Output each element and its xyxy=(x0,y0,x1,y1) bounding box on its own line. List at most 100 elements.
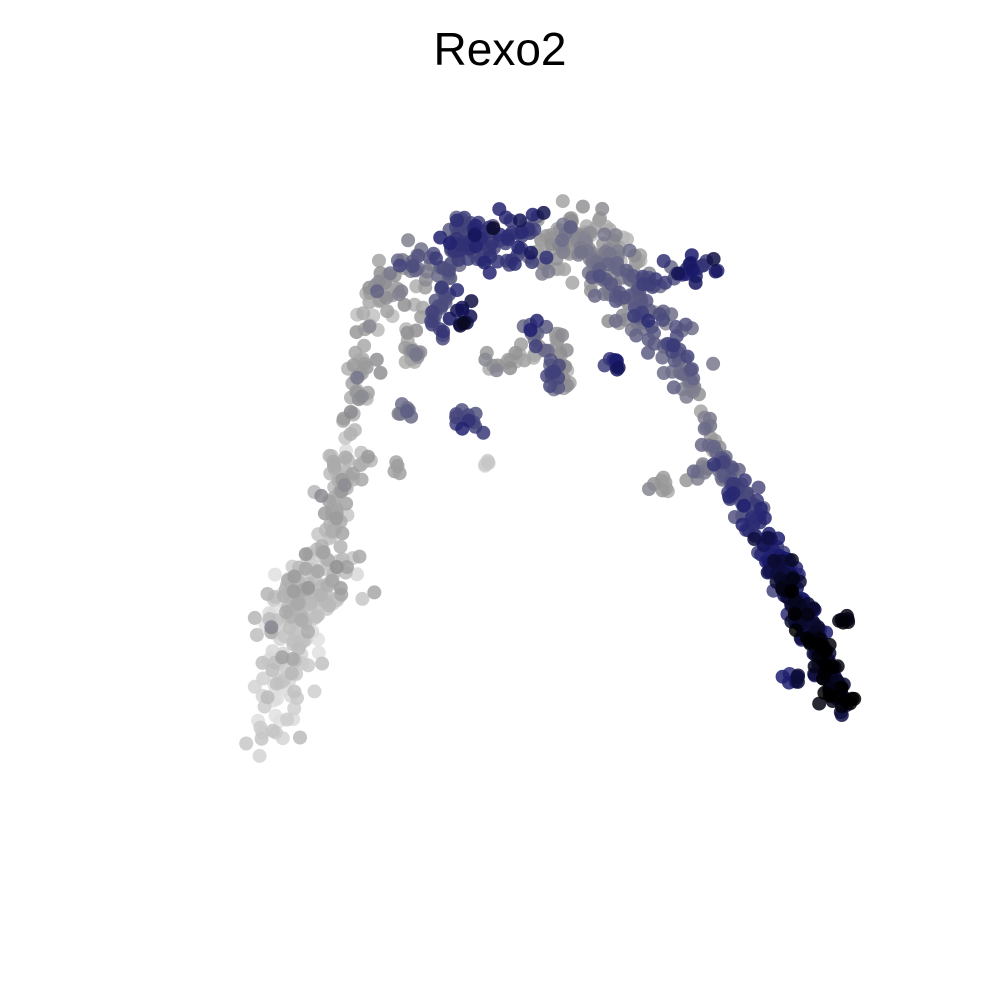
scatter-point xyxy=(390,458,405,473)
scatter-point xyxy=(684,362,699,377)
scatter-point xyxy=(611,360,626,375)
scatter-point xyxy=(268,567,282,582)
scatter-point xyxy=(333,539,348,554)
scatter-point xyxy=(788,623,803,638)
scatter-point xyxy=(575,199,590,214)
scatter-point xyxy=(563,220,578,235)
scatter-point xyxy=(369,352,384,367)
scatter-point xyxy=(476,425,491,440)
scatter-point xyxy=(394,284,409,299)
scatter-point xyxy=(345,466,360,481)
scatter-point xyxy=(293,730,307,745)
scatter-point xyxy=(627,309,642,323)
scatter-point xyxy=(399,404,414,419)
scatter-point xyxy=(761,530,776,545)
scatter-point xyxy=(284,666,299,681)
scatter-point xyxy=(501,232,515,247)
scatter-point xyxy=(559,343,574,358)
scatter-point xyxy=(380,304,395,319)
scatter-point xyxy=(372,253,386,268)
scatter-point xyxy=(401,233,416,248)
scatter-point xyxy=(486,221,501,236)
scatter-point xyxy=(425,304,440,319)
scatter-point xyxy=(784,584,799,598)
scatter-point xyxy=(315,656,330,671)
scatter-point xyxy=(343,405,358,419)
scatter-point xyxy=(436,324,451,339)
scatter-point xyxy=(255,655,270,670)
scatter-point xyxy=(350,567,364,582)
scatter-point xyxy=(450,303,465,318)
scatter-point xyxy=(333,581,348,595)
scatter-point xyxy=(622,243,637,258)
scatter-point xyxy=(666,338,681,353)
scatter-point xyxy=(757,511,772,525)
scatter-point xyxy=(697,421,712,436)
scatter-point xyxy=(812,696,827,711)
scatter-point xyxy=(751,480,766,495)
scatter-point xyxy=(352,549,367,564)
scatter-point xyxy=(592,269,607,283)
scatter-point xyxy=(287,701,302,716)
scatter-point xyxy=(555,328,570,343)
scatter-point xyxy=(239,736,254,751)
scatter-point xyxy=(354,389,369,404)
scatter-point xyxy=(656,254,671,268)
scatter-point xyxy=(737,473,752,488)
scatter-point xyxy=(514,225,529,240)
scatter-point xyxy=(656,366,671,380)
scatter-point xyxy=(706,457,721,472)
scatter-point xyxy=(337,478,352,493)
scatter-point xyxy=(511,240,526,255)
scatter-point xyxy=(287,684,302,699)
scatter-point xyxy=(362,319,377,334)
scatter-point xyxy=(367,585,382,600)
scatter-point xyxy=(666,380,681,395)
scatter-point xyxy=(383,266,398,281)
scatter-point xyxy=(726,486,741,501)
scatter-point xyxy=(784,553,799,568)
scatter-point xyxy=(834,680,849,695)
scatter-point xyxy=(467,228,482,243)
scatter-point xyxy=(481,456,496,471)
scatter-point xyxy=(449,407,464,422)
scatter-point xyxy=(349,325,364,340)
scatter-point xyxy=(458,238,473,253)
scatter-point xyxy=(291,595,306,610)
scatter-point xyxy=(265,723,280,738)
scatter-point xyxy=(450,283,465,298)
scatter-point xyxy=(736,498,751,513)
scatter-point xyxy=(648,272,663,287)
scatter-point xyxy=(565,275,580,290)
scatter-point xyxy=(524,245,538,260)
scatter-point xyxy=(507,256,522,271)
scatter-point xyxy=(642,482,656,496)
chart-title: Rexo2 xyxy=(433,23,567,75)
scatter-point xyxy=(680,349,695,364)
scatter-point xyxy=(679,389,694,404)
scatter-point xyxy=(464,294,479,309)
scatter-point xyxy=(787,607,802,622)
scatter-point xyxy=(706,252,721,266)
scatter-point xyxy=(706,356,721,371)
scatter-point xyxy=(478,352,493,367)
scatter-point xyxy=(275,650,290,665)
scatter-point xyxy=(597,227,612,242)
scatter-point xyxy=(587,288,602,303)
scatter-point xyxy=(836,615,851,630)
scatter-point xyxy=(775,669,790,684)
scatter-point xyxy=(525,207,540,222)
scatter-point xyxy=(373,365,388,380)
scatter-point xyxy=(492,202,507,217)
scatter-point xyxy=(303,596,318,611)
scatter-point xyxy=(316,545,331,559)
scatter-point xyxy=(455,421,470,436)
scatter-point xyxy=(260,587,275,601)
scatter-point xyxy=(706,439,721,454)
scatter-point xyxy=(688,275,703,290)
scatter-point xyxy=(555,194,570,209)
scatter-point xyxy=(264,620,279,635)
scatter-point xyxy=(539,250,554,265)
scatter-point xyxy=(307,684,322,699)
